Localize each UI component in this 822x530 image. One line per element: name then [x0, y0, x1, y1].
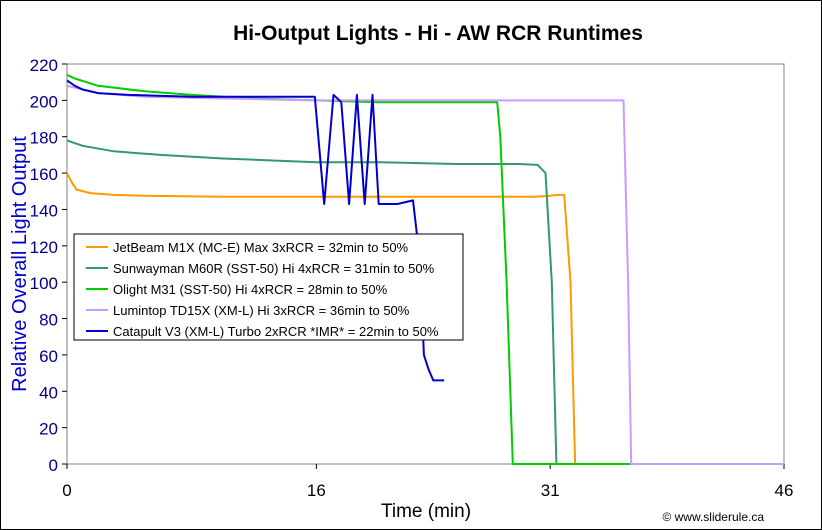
- legend-label-1: JetBeam M1X (MC-E) Max 3xRCR = 32min to …: [113, 240, 409, 255]
- y-tick-label: 80: [39, 311, 58, 330]
- y-tick-label: 20: [39, 420, 58, 439]
- legend-label-3: Olight M31 (SST-50) Hi 4xRCR = 28min to …: [113, 282, 388, 297]
- y-axis-label: Relative Overall Light Output: [9, 136, 31, 392]
- y-tick-label: 200: [30, 92, 58, 111]
- series-line-4: [66, 84, 784, 465]
- legend-items: JetBeam M1X (MC-E) Max 3xRCR = 32min to …: [86, 240, 439, 339]
- y-tick-label: 220: [30, 56, 58, 75]
- y-tick-label: 100: [30, 274, 58, 293]
- axes: 0 20 40 60 80 100 120 140 160 180 200 220 0 16 31 46: [30, 56, 794, 500]
- x-axis-label: Time (min): [381, 501, 471, 522]
- series-line-2: [66, 139, 784, 465]
- y-tick-label: 60: [39, 347, 58, 366]
- chart-title: Hi-Output Lights - Hi - AW RCR Runtimes: [233, 22, 643, 45]
- y-tick-label: 120: [30, 238, 58, 257]
- y-tick-label: 0: [49, 456, 58, 475]
- y-tick-label: 140: [30, 201, 58, 220]
- legend: JetBeam M1X (MC-E) Max 3xRCR = 32min to …: [73, 233, 464, 341]
- x-tick-label: 16: [307, 481, 326, 500]
- y-tick-label: 160: [30, 165, 58, 184]
- legend-label-5: Catapult V3 (XM-L) Turbo 2xRCR *IMR* = 2…: [113, 324, 439, 339]
- x-tick-label: 0: [62, 481, 71, 500]
- credit-text: © www.sliderule.ca: [662, 510, 764, 524]
- legend-label-4: Lumintop TD15X (XM-L) Hi 3xRCR = 36min t…: [113, 303, 410, 318]
- x-tick-label: 31: [541, 481, 560, 500]
- y-tick-label: 40: [39, 383, 58, 402]
- legend-box: [73, 233, 464, 341]
- x-tick-label: 46: [775, 481, 794, 500]
- y-tick-label: 180: [30, 129, 58, 148]
- legend-label-2: Sunwayman M60R (SST-50) Hi 4xRCR = 31min…: [113, 261, 435, 276]
